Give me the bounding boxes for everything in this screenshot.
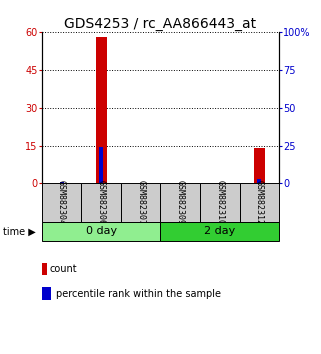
Title: GDS4253 / rc_AA866443_at: GDS4253 / rc_AA866443_at <box>65 17 256 31</box>
Text: GSM882304: GSM882304 <box>57 180 66 225</box>
Bar <box>42 183 81 222</box>
Text: 2 day: 2 day <box>204 227 236 236</box>
Bar <box>160 183 200 222</box>
Bar <box>96 37 107 183</box>
Bar <box>42 263 48 275</box>
Text: GSM882310: GSM882310 <box>215 180 224 225</box>
Text: GSM882309: GSM882309 <box>176 180 185 225</box>
Text: 0 day: 0 day <box>86 227 117 236</box>
Bar <box>42 222 160 241</box>
Bar <box>60 182 64 183</box>
Bar <box>200 183 240 222</box>
Bar <box>240 183 279 222</box>
Bar <box>81 183 121 222</box>
Bar <box>160 222 279 241</box>
Bar <box>121 183 160 222</box>
Bar <box>42 287 51 300</box>
Text: count: count <box>50 264 77 274</box>
Text: GSM882306: GSM882306 <box>97 180 106 225</box>
Text: GSM882312: GSM882312 <box>255 180 264 225</box>
Text: GSM882307: GSM882307 <box>136 180 145 225</box>
Bar <box>254 148 265 183</box>
Bar <box>99 147 103 183</box>
Text: percentile rank within the sample: percentile rank within the sample <box>56 289 221 299</box>
Bar <box>257 179 261 183</box>
Text: time ▶: time ▶ <box>3 227 36 236</box>
